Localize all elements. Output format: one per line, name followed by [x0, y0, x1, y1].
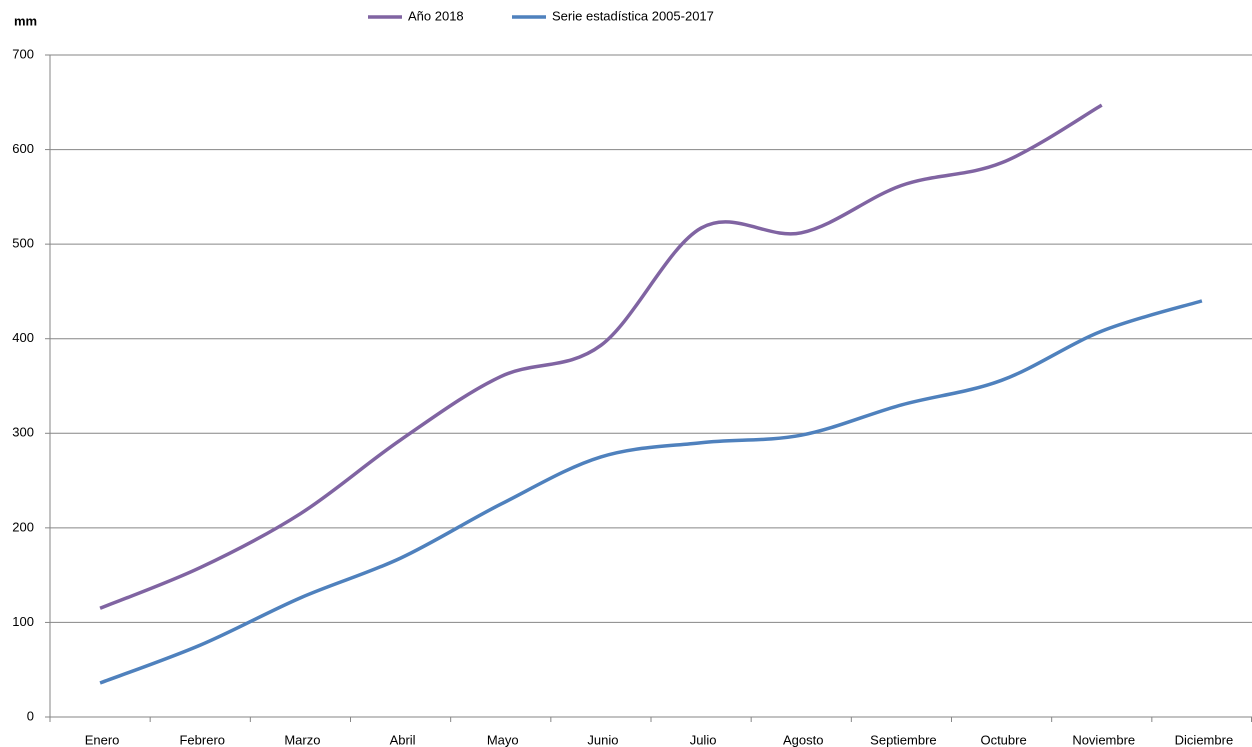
y-tick-label: 600: [12, 141, 34, 156]
y-tick-label: 100: [12, 614, 34, 629]
x-tick-label: Febrero: [179, 732, 225, 747]
y-tick-label: 700: [12, 46, 34, 61]
y-tick-label: 400: [12, 330, 34, 345]
x-tick-label: Abril: [390, 732, 416, 747]
legend-label: Año 2018: [408, 8, 464, 23]
x-tick-label: Junio: [587, 732, 618, 747]
legend-label: Serie estadística 2005-2017: [552, 8, 714, 23]
y-axis-label: mm: [14, 13, 37, 28]
y-tick-label: 300: [12, 425, 34, 440]
x-tick-label: Noviembre: [1072, 732, 1135, 747]
x-tick-label: Enero: [85, 732, 120, 747]
y-tick-label: 500: [12, 236, 34, 251]
line-series: [99, 103, 1103, 610]
x-tick-label: Septiembre: [870, 732, 936, 747]
x-tick-label: Octubre: [980, 732, 1026, 747]
line-series: [99, 299, 1203, 685]
x-tick-label: Julio: [690, 732, 717, 747]
x-tick-label: Agosto: [783, 732, 823, 747]
x-tick-label: Marzo: [284, 732, 320, 747]
y-tick-label: 0: [27, 708, 34, 723]
x-tick-label: Mayo: [487, 732, 519, 747]
x-tick-label: Diciembre: [1175, 732, 1234, 747]
y-tick-label: 200: [12, 519, 34, 534]
